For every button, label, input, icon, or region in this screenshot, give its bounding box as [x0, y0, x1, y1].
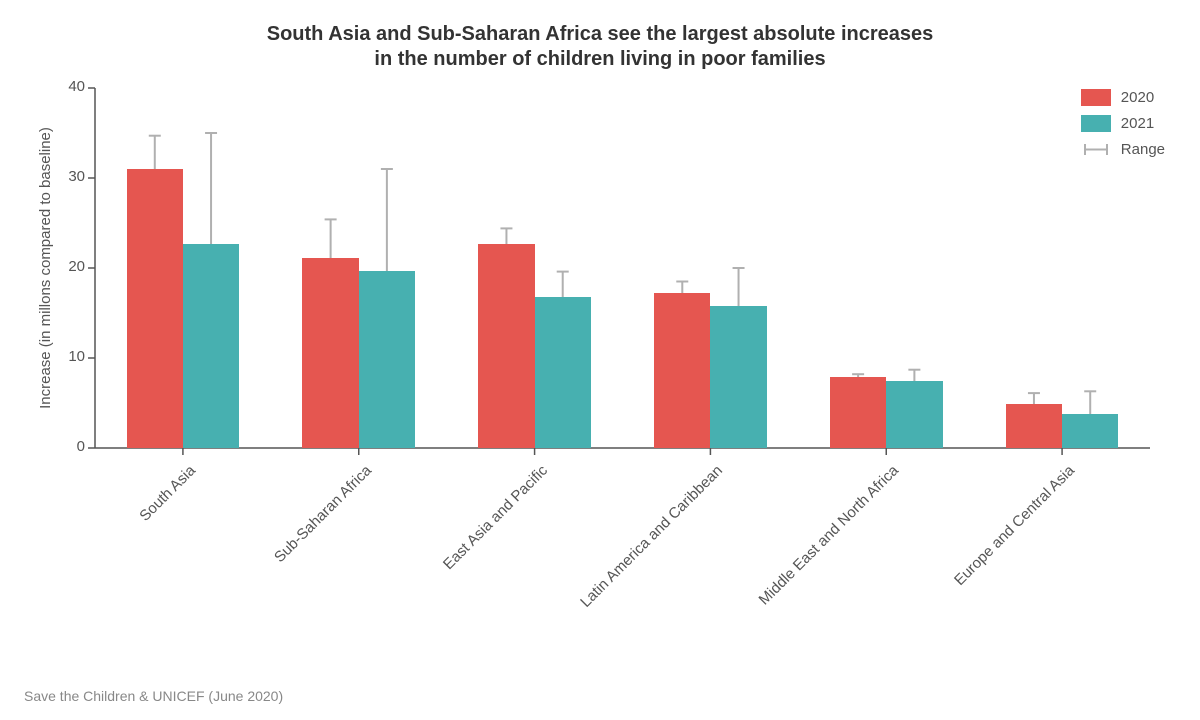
- chart-title: South Asia and Sub-Saharan Africa see th…: [0, 22, 1200, 72]
- x-tick-label: Europe and Central Asia: [925, 462, 1078, 615]
- bar: [886, 381, 942, 449]
- legend-swatch-range: [1081, 141, 1111, 158]
- x-tick-label: East Asia and Pacific: [397, 462, 550, 615]
- x-tick-label: Middle East and North Africa: [749, 462, 902, 615]
- x-tick-label: Latin America and Caribbean: [573, 462, 726, 615]
- legend-swatch-2021: [1081, 115, 1111, 132]
- bar: [359, 271, 415, 448]
- legend-label-2021: 2021: [1121, 115, 1154, 132]
- bar: [830, 377, 886, 448]
- bar: [654, 293, 710, 448]
- bar: [478, 244, 534, 448]
- bar: [183, 244, 239, 448]
- bar: [710, 306, 766, 448]
- bar: [535, 297, 591, 448]
- legend-label-2020: 2020: [1121, 89, 1154, 106]
- legend-item-2021: 2021: [1081, 112, 1165, 134]
- legend-item-2020: 2020: [1081, 86, 1165, 108]
- bar: [1062, 414, 1118, 448]
- source-text: Save the Children & UNICEF (June 2020): [24, 688, 283, 704]
- y-axis-label: Increase (in millons compared to baselin…: [37, 88, 54, 448]
- bar: [127, 169, 183, 448]
- y-tick-label: 0: [50, 438, 85, 455]
- x-tick-label: Sub-Saharan Africa: [221, 462, 374, 615]
- legend-swatch-2020: [1081, 89, 1111, 106]
- legend-label-range: Range: [1121, 141, 1165, 158]
- y-tick-label: 40: [50, 78, 85, 95]
- bar: [1006, 404, 1062, 448]
- plot-area: 010203040Increase (in millons compared t…: [95, 88, 1150, 448]
- bar: [302, 258, 358, 448]
- y-tick-label: 10: [50, 348, 85, 365]
- legend: 2020 2021 Range: [1081, 86, 1165, 164]
- legend-item-range: Range: [1081, 138, 1165, 160]
- y-tick-label: 20: [50, 258, 85, 275]
- y-tick-label: 30: [50, 168, 85, 185]
- x-tick-label: South Asia: [46, 462, 199, 615]
